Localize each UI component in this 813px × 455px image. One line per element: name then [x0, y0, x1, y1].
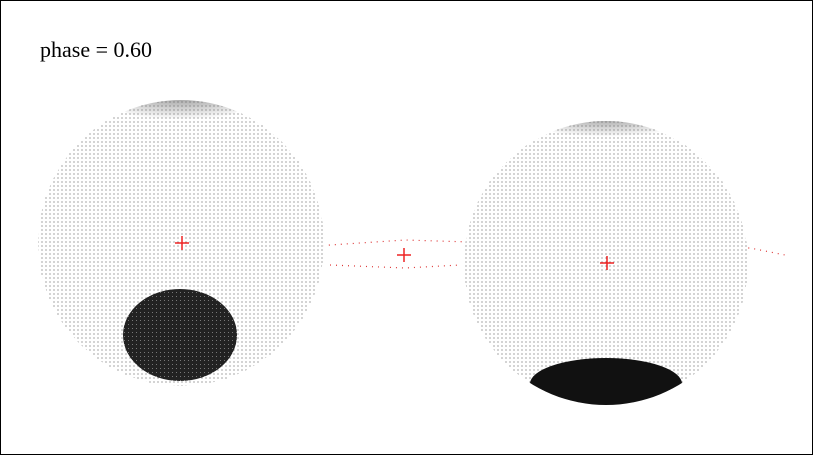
phase-label: phase = 0.60 [40, 37, 152, 62]
star-spot [123, 289, 237, 381]
binary-star-view: phase = 0.60 [0, 0, 813, 455]
